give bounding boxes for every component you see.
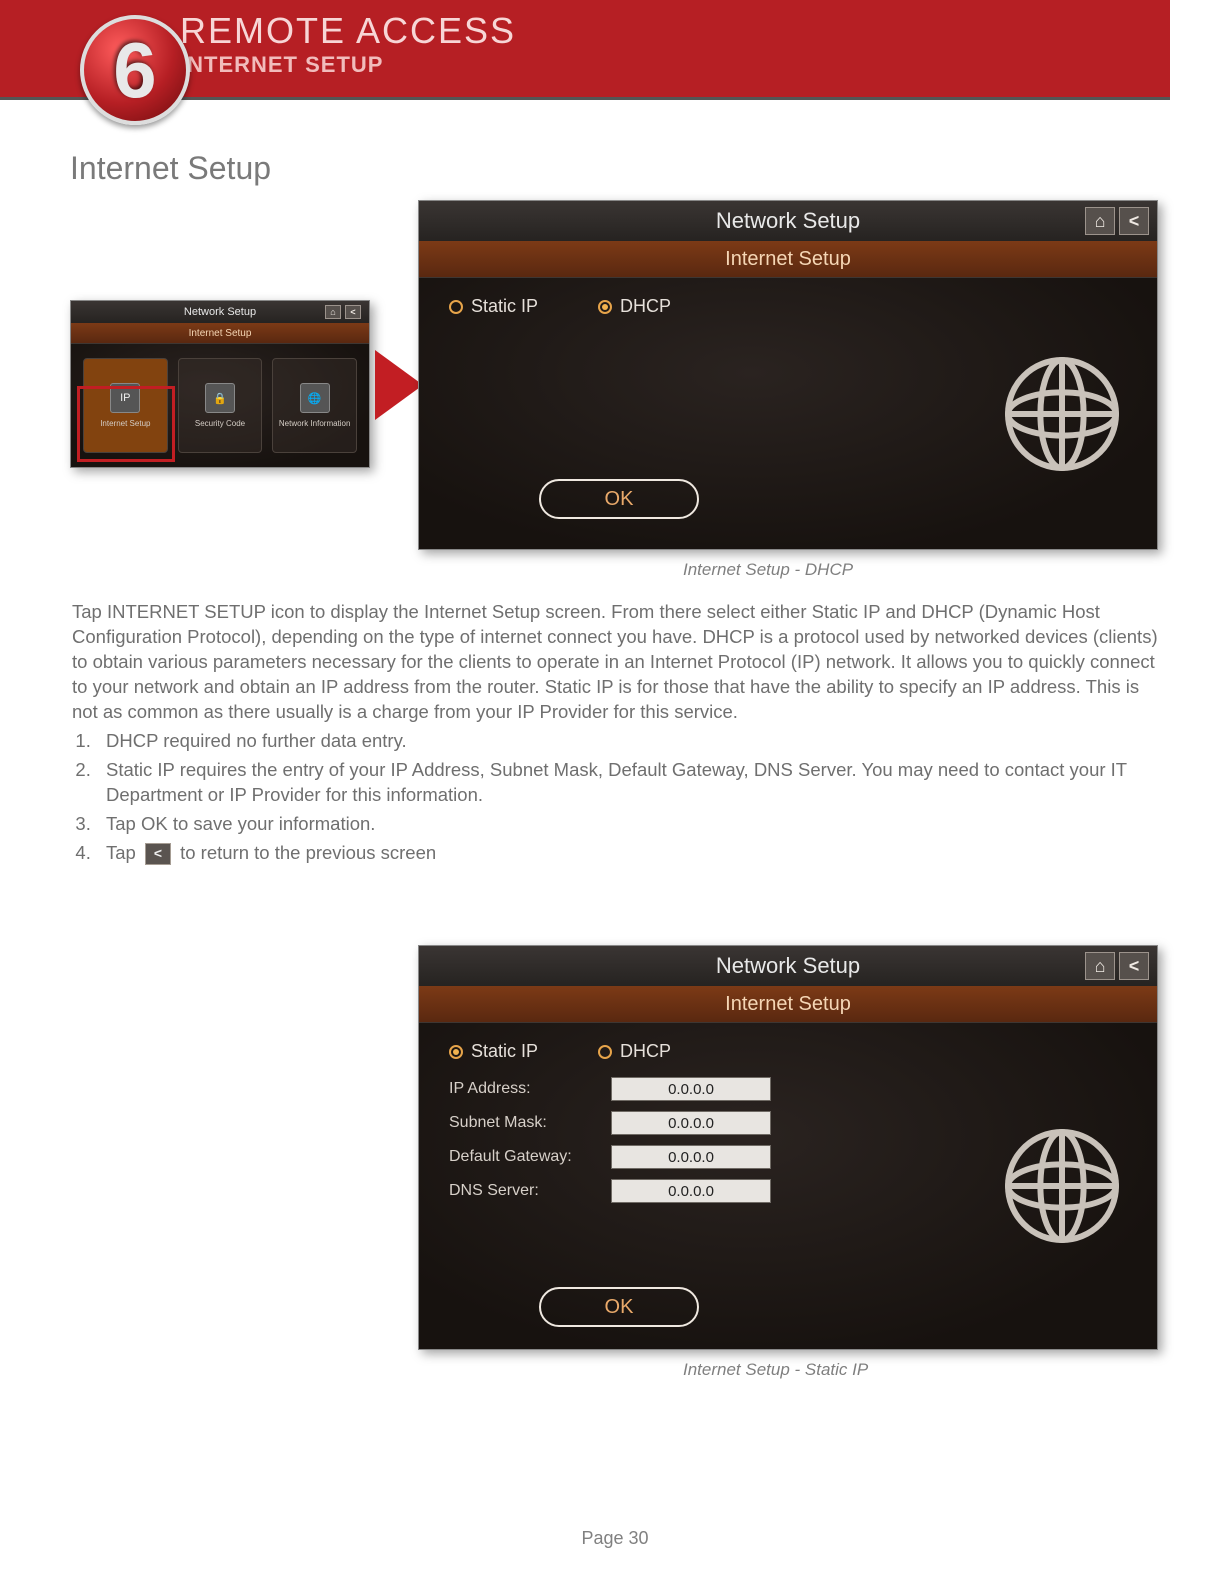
chapter-badge: 6: [80, 15, 190, 125]
panel-body: IP Internet Setup 🔒 Security Code 🌐 Netw…: [71, 343, 369, 467]
chapter-number: 6: [113, 25, 156, 116]
highlight-box: [77, 386, 175, 462]
step-4a: Tap: [106, 842, 141, 863]
subbar-label: Internet Setup: [725, 248, 851, 271]
radio-label: DHCP: [620, 1041, 671, 1062]
body-text: Tap INTERNET SETUP icon to display the I…: [72, 600, 1162, 870]
titlebar: Network Setup ⌂ <: [71, 301, 369, 323]
subbar: Internet Setup: [71, 323, 369, 343]
globe-icon: [1002, 1126, 1122, 1246]
back-icon: <: [145, 843, 171, 865]
ok-button[interactable]: OK: [539, 479, 699, 519]
chapter-title: REMOTE ACCESS: [180, 10, 1170, 52]
tile-network-information[interactable]: 🌐 Network Information: [272, 358, 357, 453]
step-4: Tap < to return to the previous screen: [96, 841, 1162, 866]
back-icon[interactable]: <: [345, 305, 361, 319]
step-4b: to return to the previous screen: [180, 842, 436, 863]
tile-label: Network Information: [279, 419, 351, 428]
ok-label: OK: [605, 488, 634, 511]
screenshot-internet-setup-dhcp: Network Setup ⌂ < Internet Setup Static …: [418, 200, 1158, 550]
radio-dot-checked-icon: [598, 300, 612, 314]
page-footer: Page 30: [0, 1528, 1230, 1549]
radio-static-ip[interactable]: Static IP: [449, 296, 538, 317]
panel-body: Static IP DHCP IP Address: 0.0.0.0 Subne…: [419, 1022, 1157, 1349]
back-icon[interactable]: <: [1119, 207, 1149, 235]
step-3: Tap OK to save your information.: [96, 812, 1162, 837]
arrow-icon: [375, 350, 423, 420]
radio-dhcp[interactable]: DHCP: [598, 1041, 671, 1062]
intro-paragraph: Tap INTERNET SETUP icon to display the I…: [72, 600, 1162, 725]
titlebar-label: Network Setup: [184, 306, 256, 318]
page-number: 30: [629, 1528, 649, 1548]
radio-dot-checked-icon: [449, 1045, 463, 1059]
subbar: Internet Setup: [419, 986, 1157, 1022]
radio-dot-unchecked-icon: [449, 300, 463, 314]
home-icon[interactable]: ⌂: [1085, 207, 1115, 235]
label-default-gateway: Default Gateway:: [449, 1148, 599, 1166]
subbar-label: Internet Setup: [725, 993, 851, 1016]
ok-label: OK: [605, 1296, 634, 1319]
label-ip-address: IP Address:: [449, 1080, 599, 1098]
input-default-gateway[interactable]: 0.0.0.0: [611, 1145, 771, 1169]
home-icon[interactable]: ⌂: [325, 305, 341, 319]
lock-icon: 🔒: [205, 383, 235, 413]
screenshot-internet-setup-static: Network Setup ⌂ < Internet Setup Static …: [418, 945, 1158, 1350]
page-label: Page: [581, 1528, 628, 1548]
titlebar: Network Setup ⌂ <: [419, 946, 1157, 986]
titlebar-label: Network Setup: [716, 953, 860, 979]
section-title: Internet Setup: [70, 150, 271, 187]
home-icon[interactable]: ⌂: [1085, 952, 1115, 980]
input-ip-address[interactable]: 0.0.0.0: [611, 1077, 771, 1101]
radio-dot-unchecked-icon: [598, 1045, 612, 1059]
radio-label: DHCP: [620, 296, 671, 317]
chapter-subtitle: INTERNET SETUP: [180, 52, 1170, 78]
radio-label: Static IP: [471, 1041, 538, 1062]
globe-icon: [1002, 354, 1122, 474]
tile-label: Security Code: [195, 419, 245, 428]
subbar-label: Internet Setup: [189, 328, 252, 339]
globe-icon: 🌐: [300, 383, 330, 413]
tile-security-code[interactable]: 🔒 Security Code: [178, 358, 263, 453]
step-2: Static IP requires the entry of your IP …: [96, 758, 1162, 808]
input-dns-server[interactable]: 0.0.0.0: [611, 1179, 771, 1203]
label-dns-server: DNS Server:: [449, 1182, 599, 1200]
titlebar-label: Network Setup: [716, 208, 860, 234]
static-ip-fields: IP Address: 0.0.0.0 Subnet Mask: 0.0.0.0…: [449, 1077, 771, 1203]
label-subnet-mask: Subnet Mask:: [449, 1114, 599, 1132]
step-1: DHCP required no further data entry.: [96, 729, 1162, 754]
subbar: Internet Setup: [419, 241, 1157, 277]
titlebar: Network Setup ⌂ <: [419, 201, 1157, 241]
ok-button[interactable]: OK: [539, 1287, 699, 1327]
radio-dhcp[interactable]: DHCP: [598, 296, 671, 317]
radio-label: Static IP: [471, 296, 538, 317]
panel-body: Static IP DHCP OK: [419, 277, 1157, 549]
caption-static: Internet Setup - Static IP: [683, 1360, 868, 1380]
caption-dhcp: Internet Setup - DHCP: [683, 560, 853, 580]
radio-static-ip[interactable]: Static IP: [449, 1041, 538, 1062]
input-subnet-mask[interactable]: 0.0.0.0: [611, 1111, 771, 1135]
screenshot-network-setup-menu: Network Setup ⌂ < Internet Setup IP Inte…: [70, 300, 370, 468]
back-icon[interactable]: <: [1119, 952, 1149, 980]
